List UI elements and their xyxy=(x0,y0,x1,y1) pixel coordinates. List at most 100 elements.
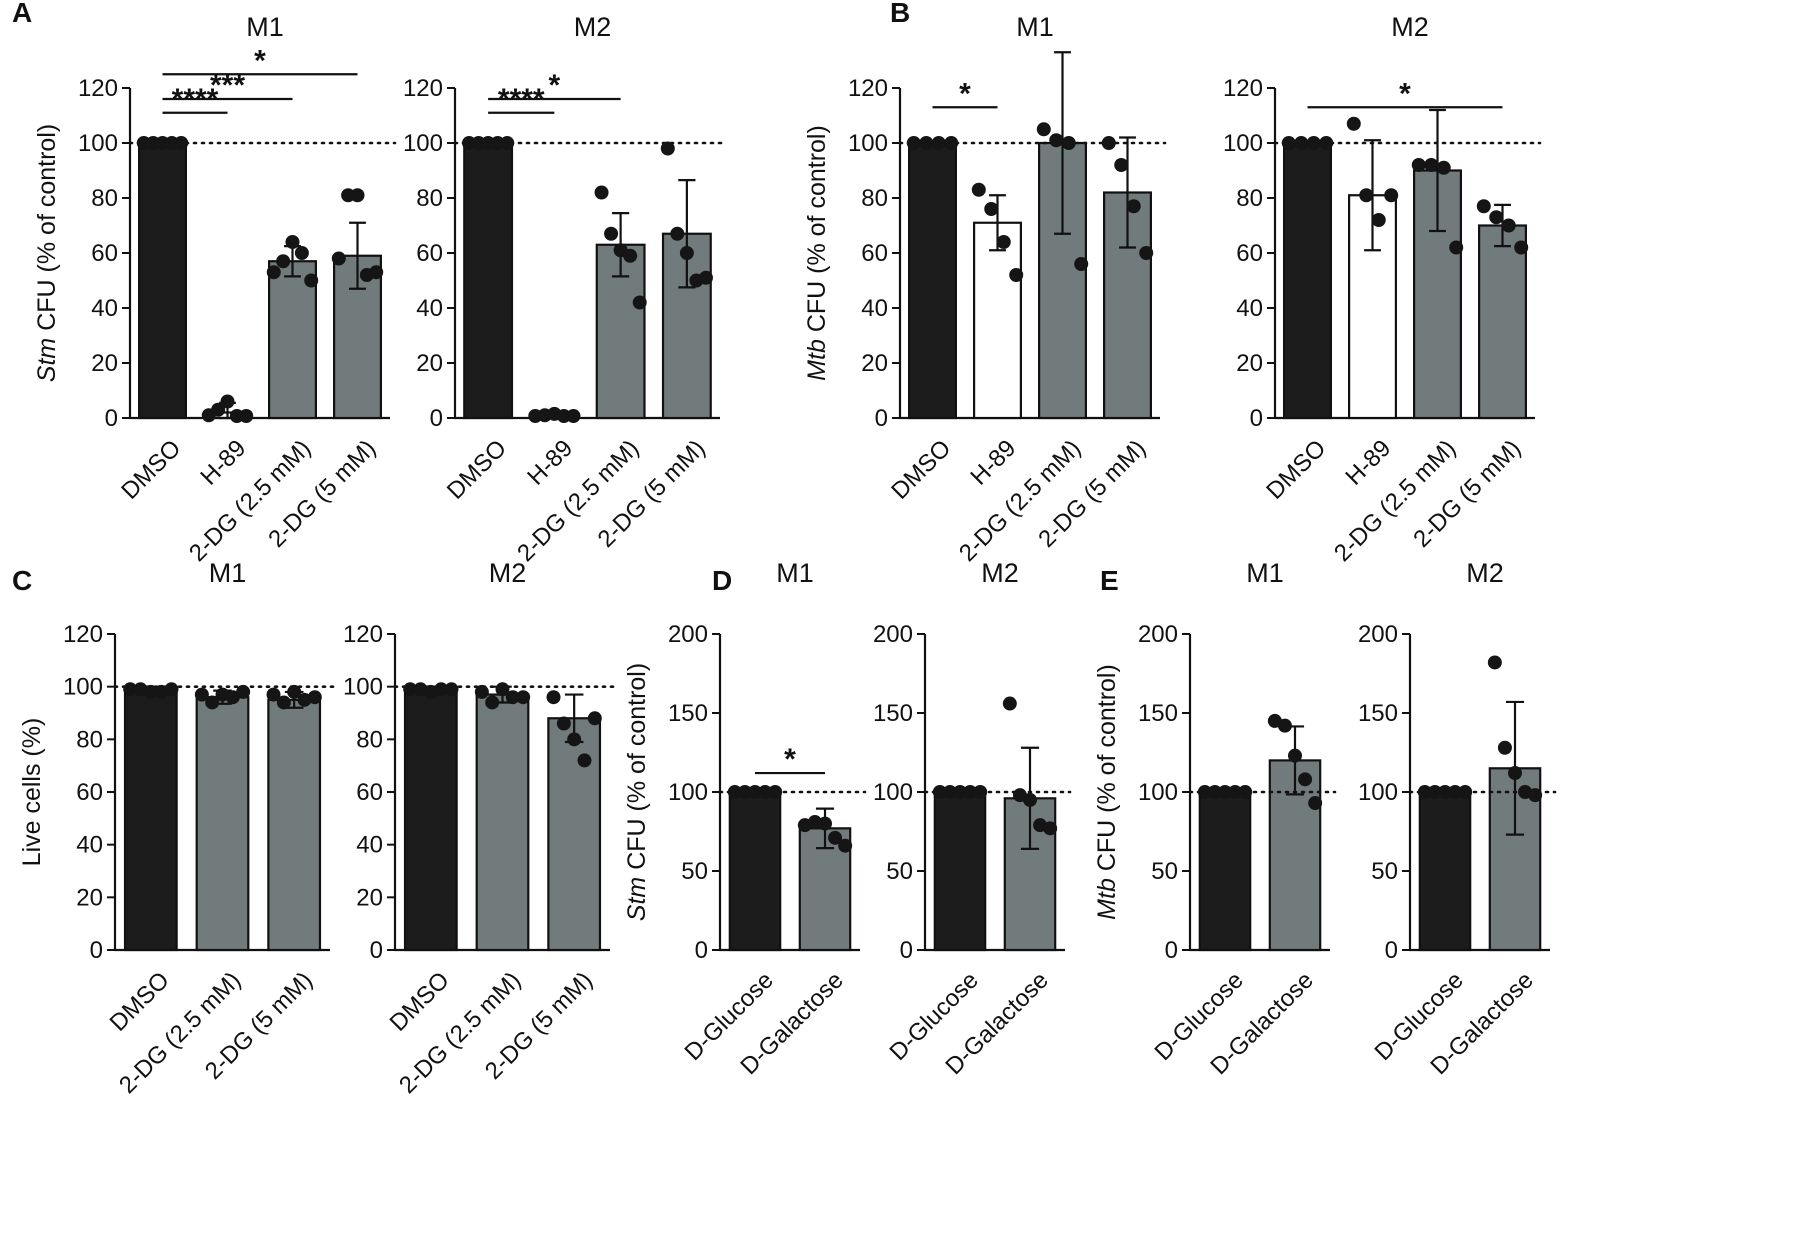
y-tick-label: 60 xyxy=(1236,240,1263,267)
data-point xyxy=(758,785,773,799)
y-tick-label: 50 xyxy=(681,858,708,885)
data-point xyxy=(984,202,999,216)
data-point xyxy=(1489,210,1504,225)
y-axis-label: Mtb CFU (% of control) xyxy=(1093,664,1121,920)
data-point xyxy=(1114,158,1129,172)
y-tick-label: 50 xyxy=(886,858,913,885)
data-point xyxy=(566,409,581,423)
y-axis-label-rest: CFU (% of control) xyxy=(803,125,831,339)
bar-0 xyxy=(933,790,987,952)
data-point xyxy=(604,226,619,241)
category-label: 2-DG (2.5 mM) xyxy=(114,967,246,1099)
data-point xyxy=(1049,133,1064,148)
data-point xyxy=(632,295,647,310)
y-tick-label: 200 xyxy=(1138,621,1178,648)
category-label: DMSO xyxy=(116,435,186,505)
y-axis-label-italic: Mtb xyxy=(803,339,831,381)
data-point xyxy=(1207,785,1222,799)
data-point xyxy=(1427,785,1442,799)
y-tick-label: 20 xyxy=(91,350,118,377)
data-point xyxy=(1218,785,1232,799)
data-point xyxy=(906,136,921,150)
chart-panel-2: B M1 0 20 40 60 80 100 120 Mtb CFU (% of control)… xyxy=(803,0,1167,567)
y-tick-label: 100 xyxy=(63,674,103,701)
y-tick-label: 0 xyxy=(370,937,383,964)
data-point xyxy=(266,687,281,702)
data-point xyxy=(1277,718,1292,733)
category-label: DMSO xyxy=(442,435,512,505)
data-point xyxy=(577,753,592,768)
y-tick-label: 0 xyxy=(1165,937,1178,964)
y-tick-label: 60 xyxy=(76,779,103,806)
y-tick-label: 120 xyxy=(1223,75,1263,102)
data-point xyxy=(444,682,459,697)
y-tick-label: 80 xyxy=(76,726,103,753)
y-tick-label: 100 xyxy=(848,130,888,157)
bar-0 xyxy=(1198,790,1252,952)
y-tick-label: 0 xyxy=(875,405,888,432)
data-point xyxy=(973,785,988,799)
y-tick-label: 80 xyxy=(861,185,888,212)
y-tick-label: 80 xyxy=(91,185,118,212)
bar-0 xyxy=(123,690,178,952)
data-point xyxy=(1346,116,1361,131)
data-point xyxy=(1036,122,1051,137)
chart-title: M1 xyxy=(1016,12,1054,42)
data-point xyxy=(434,682,449,697)
y-tick-label: 40 xyxy=(861,295,888,322)
data-point xyxy=(971,182,986,197)
data-point xyxy=(567,732,582,747)
category-label: DMSO xyxy=(886,435,956,505)
data-point xyxy=(1501,218,1516,233)
data-point xyxy=(679,246,694,260)
data-point xyxy=(194,687,209,702)
category-label: H-89 xyxy=(522,435,578,491)
data-point xyxy=(307,690,322,705)
data-point xyxy=(205,695,220,710)
y-tick-label: 120 xyxy=(78,75,118,102)
data-point xyxy=(1023,792,1037,807)
data-point xyxy=(495,682,510,697)
data-point xyxy=(660,141,675,156)
chart-title: M2 xyxy=(1466,558,1504,588)
bar-0 xyxy=(728,790,782,952)
y-tick-label: 150 xyxy=(1358,700,1398,727)
data-point xyxy=(1458,785,1473,799)
data-point xyxy=(287,684,302,699)
chart-title: M1 xyxy=(209,558,247,588)
chart-title: M1 xyxy=(1246,558,1284,588)
chart-title: M2 xyxy=(574,12,612,42)
data-point xyxy=(474,684,489,699)
data-point xyxy=(670,226,685,241)
data-point xyxy=(1436,160,1451,175)
data-point xyxy=(369,265,384,280)
y-tick-label: 200 xyxy=(873,621,913,648)
y-axis-label: Mtb CFU (% of control) xyxy=(803,125,831,381)
data-point xyxy=(919,136,934,150)
y-tick-label: 60 xyxy=(416,240,443,267)
significance-label: * xyxy=(784,743,796,776)
y-axis-label: Stm CFU (% of control) xyxy=(33,124,61,382)
data-point xyxy=(1126,199,1141,214)
category-label: H-89 xyxy=(965,435,1021,491)
data-point xyxy=(546,690,561,705)
y-tick-label: 0 xyxy=(1250,405,1263,432)
data-point xyxy=(174,136,189,150)
y-tick-label: 120 xyxy=(63,621,103,648)
y-axis-label-rest: CFU (% of control) xyxy=(623,663,651,877)
data-point xyxy=(727,785,742,799)
data-point xyxy=(587,711,602,726)
data-point xyxy=(1424,158,1439,172)
bar-0 xyxy=(463,141,514,420)
bar-0 xyxy=(138,141,188,420)
y-tick-label: 150 xyxy=(1138,700,1178,727)
chart-panel-4: C M1 0 20 40 60 80 100 120 Live cells (%) DMSO2-DG… xyxy=(12,558,337,1099)
y-tick-label: 20 xyxy=(416,350,443,377)
y-tick-label: 100 xyxy=(403,130,443,157)
y-tick-label: 40 xyxy=(1236,295,1263,322)
